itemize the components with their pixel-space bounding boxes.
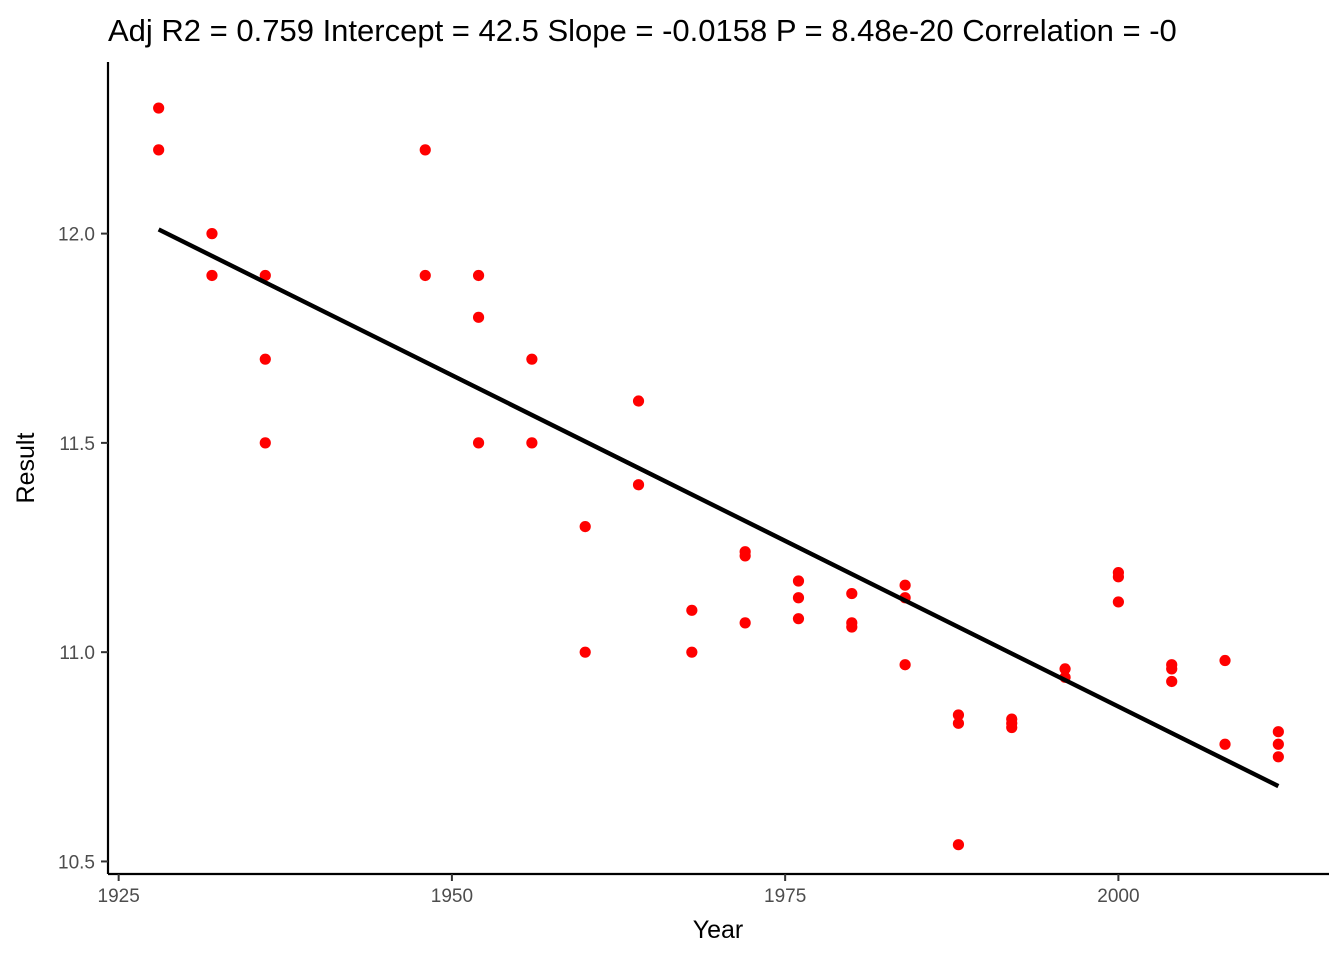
data-point-21 xyxy=(739,550,751,562)
y-tick-label-12: 12.0 xyxy=(58,225,95,246)
data-point-31 xyxy=(899,659,911,671)
data-point-48 xyxy=(1272,726,1284,738)
data-point-14 xyxy=(579,520,591,533)
data-point-3 xyxy=(206,269,218,282)
data-point-28 xyxy=(846,621,858,633)
y-axis-ticks: 10.5 11.0 11.5 12.0 xyxy=(58,225,108,873)
chart-title: Adj R2 = 0.759 Intercept = 42.5 Slope = … xyxy=(108,13,1177,48)
data-point-12 xyxy=(526,353,538,365)
data-point-9 xyxy=(472,269,485,282)
data-point-23 xyxy=(792,575,805,587)
data-point-2 xyxy=(206,228,218,240)
fit-line-group xyxy=(157,227,1280,789)
y-tick-label-11: 11.0 xyxy=(59,643,95,664)
data-point-34 xyxy=(952,839,965,851)
data-point-29 xyxy=(899,579,911,591)
y-tick-label-11.5: 11.5 xyxy=(59,434,95,455)
x-tick-label-2000: 2000 xyxy=(1097,886,1139,907)
data-point-37 xyxy=(1006,721,1018,734)
y-axis-title: Result xyxy=(12,433,40,504)
data-point-11 xyxy=(472,437,485,449)
data-point-7 xyxy=(419,144,431,156)
data-point-6 xyxy=(259,437,271,449)
data-point-46 xyxy=(1219,654,1231,667)
data-point-22 xyxy=(739,617,751,629)
data-point-45 xyxy=(1166,675,1178,688)
x-tick-label-1925: 1925 xyxy=(98,886,140,907)
y-tick-label-10.5: 10.5 xyxy=(58,852,95,873)
data-point-17 xyxy=(632,479,645,491)
data-point-0 xyxy=(153,102,165,114)
data-point-18 xyxy=(686,604,698,616)
data-point-44 xyxy=(1166,663,1178,675)
data-point-1 xyxy=(153,144,165,156)
data-point-19 xyxy=(686,646,698,658)
data-point-13 xyxy=(526,437,538,449)
data-point-16 xyxy=(632,395,645,407)
data-point-32 xyxy=(952,709,965,721)
data-point-47 xyxy=(1219,738,1231,750)
regression-line xyxy=(157,227,1280,789)
data-point-26 xyxy=(846,587,858,600)
x-tick-label-1975: 1975 xyxy=(764,886,806,907)
data-point-15 xyxy=(579,646,591,658)
x-axis-ticks: 1925 1950 1975 2000 xyxy=(98,874,1140,907)
data-point-42 xyxy=(1112,596,1124,608)
data-point-49 xyxy=(1272,738,1284,750)
x-axis-title: Year xyxy=(693,916,744,944)
data-points xyxy=(153,102,1284,851)
data-point-10 xyxy=(472,311,485,323)
data-point-41 xyxy=(1112,571,1124,583)
data-point-4 xyxy=(259,269,271,282)
data-point-33 xyxy=(952,717,965,729)
data-point-8 xyxy=(419,269,431,282)
data-point-5 xyxy=(259,353,271,365)
data-point-25 xyxy=(792,613,805,625)
data-point-24 xyxy=(792,592,805,604)
data-point-38 xyxy=(1059,663,1071,675)
x-tick-label-1950: 1950 xyxy=(431,886,473,907)
data-point-50 xyxy=(1272,751,1284,763)
